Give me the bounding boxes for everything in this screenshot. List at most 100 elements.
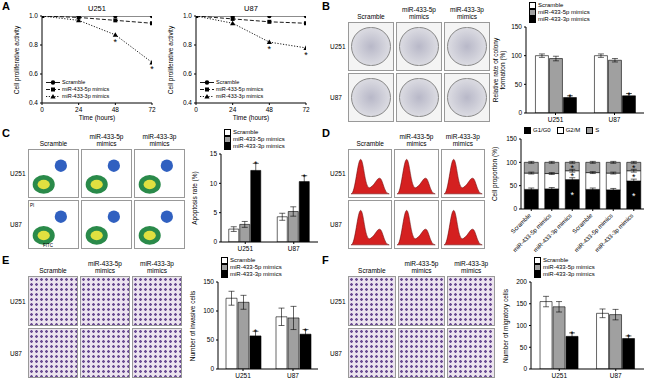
svg-text:miR-433-5p mimics: miR-433-5p mimics (512, 212, 553, 253)
svg-text:0: 0 (213, 238, 217, 245)
html-text:miR-433-3p mimics: miR-433-3p mimics (454, 260, 489, 274)
html-text:U87: U87 (10, 349, 22, 357)
svg-text:*: * (571, 163, 575, 173)
html-text:E: E (2, 254, 10, 266)
svg-text:*: * (632, 172, 636, 182)
html-text:C: C (2, 127, 10, 139)
svg-text:50: 50 (510, 182, 518, 189)
svg-text:0: 0 (210, 365, 214, 372)
svg-text:15: 15 (210, 150, 218, 157)
svg-text:0: 0 (40, 106, 44, 113)
svg-text:150: 150 (203, 278, 214, 285)
svg-text:50: 50 (207, 336, 215, 343)
html-text:U87: U87 (244, 4, 258, 13)
svg-text:72: 72 (148, 106, 156, 113)
svg-text:0: 0 (523, 365, 527, 372)
svg-text:*: * (254, 327, 258, 337)
svg-text:*: * (627, 90, 631, 100)
html-text:Number of migratory cells: Number of migratory cells (500, 288, 508, 363)
svg-text:*: * (268, 44, 272, 54)
svg-text:*: * (627, 332, 631, 342)
svg-text:0: 0 (194, 106, 198, 113)
html-text:miR-433-5p mimics: miR-433-5p mimics (404, 260, 439, 274)
html-text:miR-433-5p mimics: miR-433-5p mimics (399, 133, 434, 147)
svg-text:100: 100 (203, 307, 214, 314)
html-text:U251: U251 (88, 4, 106, 13)
svg-text:0.8: 0.8 (29, 41, 38, 48)
html-text:Relative rate of colony format: Relative rate of colony formation (%) (492, 37, 506, 103)
svg-text:100: 100 (516, 322, 527, 329)
svg-text:miR-433-5p mimics: miR-433-5p mimics (573, 212, 614, 253)
svg-text:200: 200 (516, 278, 527, 285)
svg-text:48: 48 (112, 106, 120, 113)
svg-text:*: * (632, 163, 636, 173)
svg-text:U251: U251 (551, 372, 567, 379)
svg-text:5: 5 (213, 209, 217, 216)
svg-text:100: 100 (506, 159, 517, 166)
svg-text:Scramble: Scramble (509, 212, 532, 235)
html-text:B: B (322, 0, 330, 12)
svg-text:150: 150 (506, 135, 517, 142)
svg-text:50: 50 (515, 81, 523, 88)
svg-text:*: * (571, 171, 575, 181)
svg-text:0: 0 (518, 109, 522, 116)
svg-text:U251: U251 (237, 245, 253, 252)
svg-text:miR-433-3p mimics: miR-433-3p mimics (532, 212, 573, 253)
svg-text:72: 72 (302, 106, 310, 113)
svg-text:U87: U87 (288, 245, 300, 252)
html-text:U251: U251 (330, 297, 346, 305)
html-text:D: D (322, 127, 330, 139)
svg-text:24: 24 (229, 106, 237, 113)
html-text:Time (hours): Time (hours) (78, 114, 116, 121)
svg-text:*: * (571, 190, 575, 200)
html-text:miR-433-3p mimics: miR-433-3p mimics (450, 6, 484, 20)
svg-text:48: 48 (266, 106, 274, 113)
html-text:miR-433-3p mimics: miR-433-3p mimics (445, 133, 480, 147)
svg-text:*: * (114, 37, 118, 47)
svg-text:*: * (304, 50, 308, 60)
svg-text:24: 24 (75, 106, 83, 113)
svg-text:0.6: 0.6 (29, 70, 38, 77)
html-text:Scramble: Scramble (357, 13, 385, 20)
svg-text:*: * (568, 92, 572, 102)
html-text:miR-433-3p mimics: miR-433-3p mimics (142, 133, 177, 147)
svg-text:*: * (254, 159, 258, 169)
svg-text:1.0: 1.0 (183, 12, 192, 19)
svg-text:*: * (632, 191, 636, 201)
html-text:Apoptosis rate (%): Apoptosis rate (%) (190, 171, 198, 225)
svg-text:U251: U251 (235, 372, 251, 379)
svg-text:Scramble: Scramble (571, 212, 594, 235)
html-text:A: A (2, 0, 10, 12)
svg-text:0.4: 0.4 (29, 99, 38, 106)
svg-text:*: * (570, 329, 574, 339)
html-text:Cell proliferative activity: Cell proliferative activity (11, 25, 19, 94)
svg-text:0.4: 0.4 (183, 99, 192, 106)
svg-text:100: 100 (511, 52, 522, 59)
svg-text:0: 0 (513, 205, 517, 212)
svg-text:0.8: 0.8 (183, 41, 192, 48)
svg-text:U87: U87 (609, 116, 621, 123)
svg-text:10: 10 (210, 180, 218, 187)
html-text:U251: U251 (10, 297, 26, 305)
svg-text:U251: U251 (548, 116, 564, 123)
svg-text:U87: U87 (287, 372, 299, 379)
svg-text:*: * (303, 172, 307, 182)
svg-text:*: * (304, 326, 308, 336)
html-text:Number of invasive cells: Number of invasive cells (187, 290, 195, 361)
html-text:U87: U87 (330, 349, 342, 357)
svg-text:150: 150 (516, 300, 527, 307)
svg-text:0.6: 0.6 (183, 70, 192, 77)
svg-text:U87: U87 (610, 372, 622, 379)
svg-text:1.0: 1.0 (29, 12, 38, 19)
svg-text:50: 50 (520, 344, 528, 351)
html-text:miR-433-3p mimics: miR-433-3p mimics (140, 260, 174, 274)
html-text:miR-433-5p mimics: miR-433-5p mimics (88, 260, 122, 274)
svg-text:miR-433-3p mimics: miR-433-3p mimics (594, 212, 635, 253)
html-text:miR-433-5p mimics: miR-433-5p mimics (402, 6, 436, 20)
html-text:Cell proliferative activity: Cell proliferative activity (165, 25, 173, 94)
svg-text:150: 150 (511, 23, 522, 30)
html-text:miR-433-5p mimics: miR-433-5p mimics (89, 133, 124, 147)
svg-text:*: * (150, 64, 154, 74)
html-text:Cell proportion (%): Cell proportion (%) (490, 146, 498, 202)
html-text:Time (hours): Time (hours) (232, 114, 270, 121)
